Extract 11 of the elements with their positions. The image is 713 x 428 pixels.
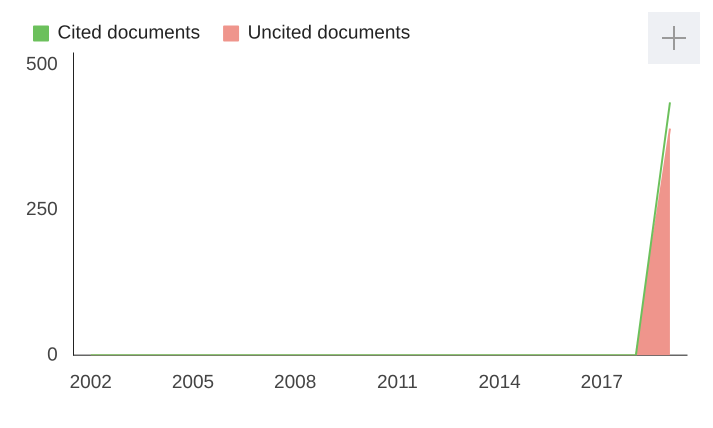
legend-label: Cited documents [58, 22, 200, 44]
x-tick-label: 2017 [580, 372, 623, 393]
x-tick-label: 2014 [478, 372, 522, 393]
x-tick-label: 2005 [172, 372, 214, 393]
y-tick-label: 0 [47, 344, 58, 366]
y-tick-label: 500 [26, 54, 58, 75]
x-tick-label: 2008 [274, 372, 316, 393]
x-tick-label: 2011 [376, 372, 418, 393]
y-tick-label: 250 [26, 199, 58, 220]
x-tick-label: 2002 [70, 372, 112, 393]
legend-label: Uncited documents [248, 22, 410, 44]
